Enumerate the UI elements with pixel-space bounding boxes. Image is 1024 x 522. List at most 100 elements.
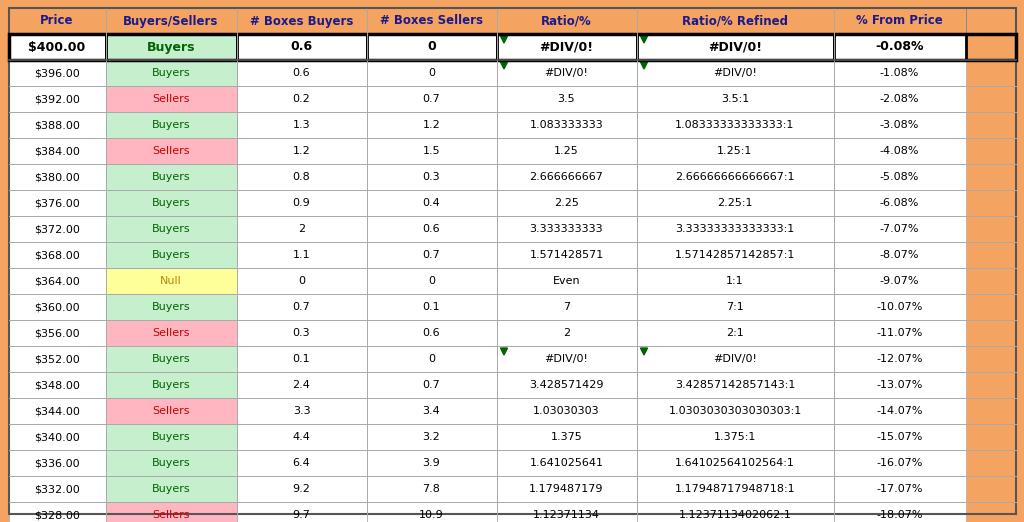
- Text: 1.1237113402062:1: 1.1237113402062:1: [679, 510, 792, 520]
- Text: 2.25:1: 2.25:1: [717, 198, 753, 208]
- Bar: [497, 112, 637, 138]
- Bar: [834, 164, 966, 190]
- Text: $328.00: $328.00: [34, 510, 80, 520]
- Text: -1.08%: -1.08%: [880, 68, 920, 78]
- Bar: [367, 34, 497, 60]
- Bar: [105, 8, 237, 34]
- Bar: [637, 450, 834, 476]
- Bar: [8, 294, 105, 320]
- Text: # Boxes Sellers: # Boxes Sellers: [380, 15, 483, 28]
- Text: -17.07%: -17.07%: [877, 484, 923, 494]
- Text: -10.07%: -10.07%: [877, 302, 923, 312]
- Text: 4.4: 4.4: [293, 432, 310, 442]
- Text: 1.5: 1.5: [423, 146, 440, 156]
- Bar: [237, 34, 367, 60]
- Text: $384.00: $384.00: [34, 146, 80, 156]
- Text: Buyers: Buyers: [152, 198, 190, 208]
- Text: 3.428571429: 3.428571429: [529, 380, 604, 390]
- Text: Buyers: Buyers: [152, 432, 190, 442]
- Text: Buyers: Buyers: [152, 120, 190, 130]
- Bar: [8, 112, 105, 138]
- Text: 1.25: 1.25: [554, 146, 579, 156]
- Text: $372.00: $372.00: [34, 224, 80, 234]
- Text: 0.7: 0.7: [423, 94, 440, 104]
- Bar: [8, 86, 105, 112]
- Bar: [637, 242, 834, 268]
- Text: 0.6: 0.6: [423, 224, 440, 234]
- Text: 3.9: 3.9: [423, 458, 440, 468]
- Text: Buyers: Buyers: [152, 380, 190, 390]
- Bar: [237, 398, 367, 424]
- Bar: [367, 86, 497, 112]
- Bar: [367, 424, 497, 450]
- Text: -14.07%: -14.07%: [877, 406, 923, 416]
- Bar: [237, 242, 367, 268]
- Bar: [637, 268, 834, 294]
- Text: Sellers: Sellers: [153, 94, 189, 104]
- Text: 0.2: 0.2: [293, 94, 310, 104]
- Text: #DIV/0!: #DIV/0!: [713, 354, 757, 364]
- Bar: [367, 476, 497, 502]
- Bar: [8, 398, 105, 424]
- Text: $380.00: $380.00: [34, 172, 80, 182]
- Bar: [105, 268, 237, 294]
- Text: 0: 0: [428, 354, 435, 364]
- Text: 1.64102564102564:1: 1.64102564102564:1: [675, 458, 795, 468]
- Text: 3.2: 3.2: [423, 432, 440, 442]
- Polygon shape: [501, 36, 508, 43]
- Bar: [237, 60, 367, 86]
- Text: -8.07%: -8.07%: [880, 250, 920, 260]
- Bar: [237, 372, 367, 398]
- Bar: [105, 216, 237, 242]
- Text: Sellers: Sellers: [153, 510, 189, 520]
- Text: Buyers: Buyers: [152, 172, 190, 182]
- Text: Buyers/Sellers: Buyers/Sellers: [123, 15, 219, 28]
- Bar: [637, 86, 834, 112]
- Text: Buyers: Buyers: [152, 224, 190, 234]
- Bar: [497, 502, 637, 522]
- Text: 1.03030303: 1.03030303: [534, 406, 600, 416]
- Bar: [367, 320, 497, 346]
- Text: 2.666666667: 2.666666667: [529, 172, 603, 182]
- Bar: [237, 424, 367, 450]
- Text: Ratio/% Refined: Ratio/% Refined: [682, 15, 788, 28]
- Bar: [367, 294, 497, 320]
- Bar: [237, 216, 367, 242]
- Text: 3.42857142857143:1: 3.42857142857143:1: [675, 380, 796, 390]
- Bar: [8, 190, 105, 216]
- Bar: [237, 268, 367, 294]
- Bar: [105, 372, 237, 398]
- Bar: [237, 112, 367, 138]
- Text: 0.3: 0.3: [293, 328, 310, 338]
- Bar: [105, 398, 237, 424]
- Text: Buyers: Buyers: [152, 302, 190, 312]
- Bar: [105, 320, 237, 346]
- Bar: [637, 112, 834, 138]
- Bar: [237, 138, 367, 164]
- Bar: [105, 476, 237, 502]
- Bar: [637, 476, 834, 502]
- Bar: [497, 60, 637, 86]
- Text: Buyers: Buyers: [152, 250, 190, 260]
- Text: $364.00: $364.00: [34, 276, 80, 286]
- Bar: [8, 476, 105, 502]
- Bar: [637, 424, 834, 450]
- Bar: [834, 86, 966, 112]
- Text: Price: Price: [40, 15, 74, 28]
- Bar: [105, 86, 237, 112]
- Text: Buyers: Buyers: [152, 68, 190, 78]
- Text: $360.00: $360.00: [34, 302, 80, 312]
- Bar: [834, 268, 966, 294]
- Text: 1.25:1: 1.25:1: [718, 146, 753, 156]
- Bar: [834, 216, 966, 242]
- Text: 0.3: 0.3: [423, 172, 440, 182]
- Bar: [8, 60, 105, 86]
- Bar: [8, 138, 105, 164]
- Bar: [237, 476, 367, 502]
- Bar: [497, 8, 637, 34]
- Text: 2: 2: [298, 224, 305, 234]
- Bar: [834, 138, 966, 164]
- Bar: [367, 216, 497, 242]
- Bar: [834, 8, 966, 34]
- Text: Buyers: Buyers: [152, 458, 190, 468]
